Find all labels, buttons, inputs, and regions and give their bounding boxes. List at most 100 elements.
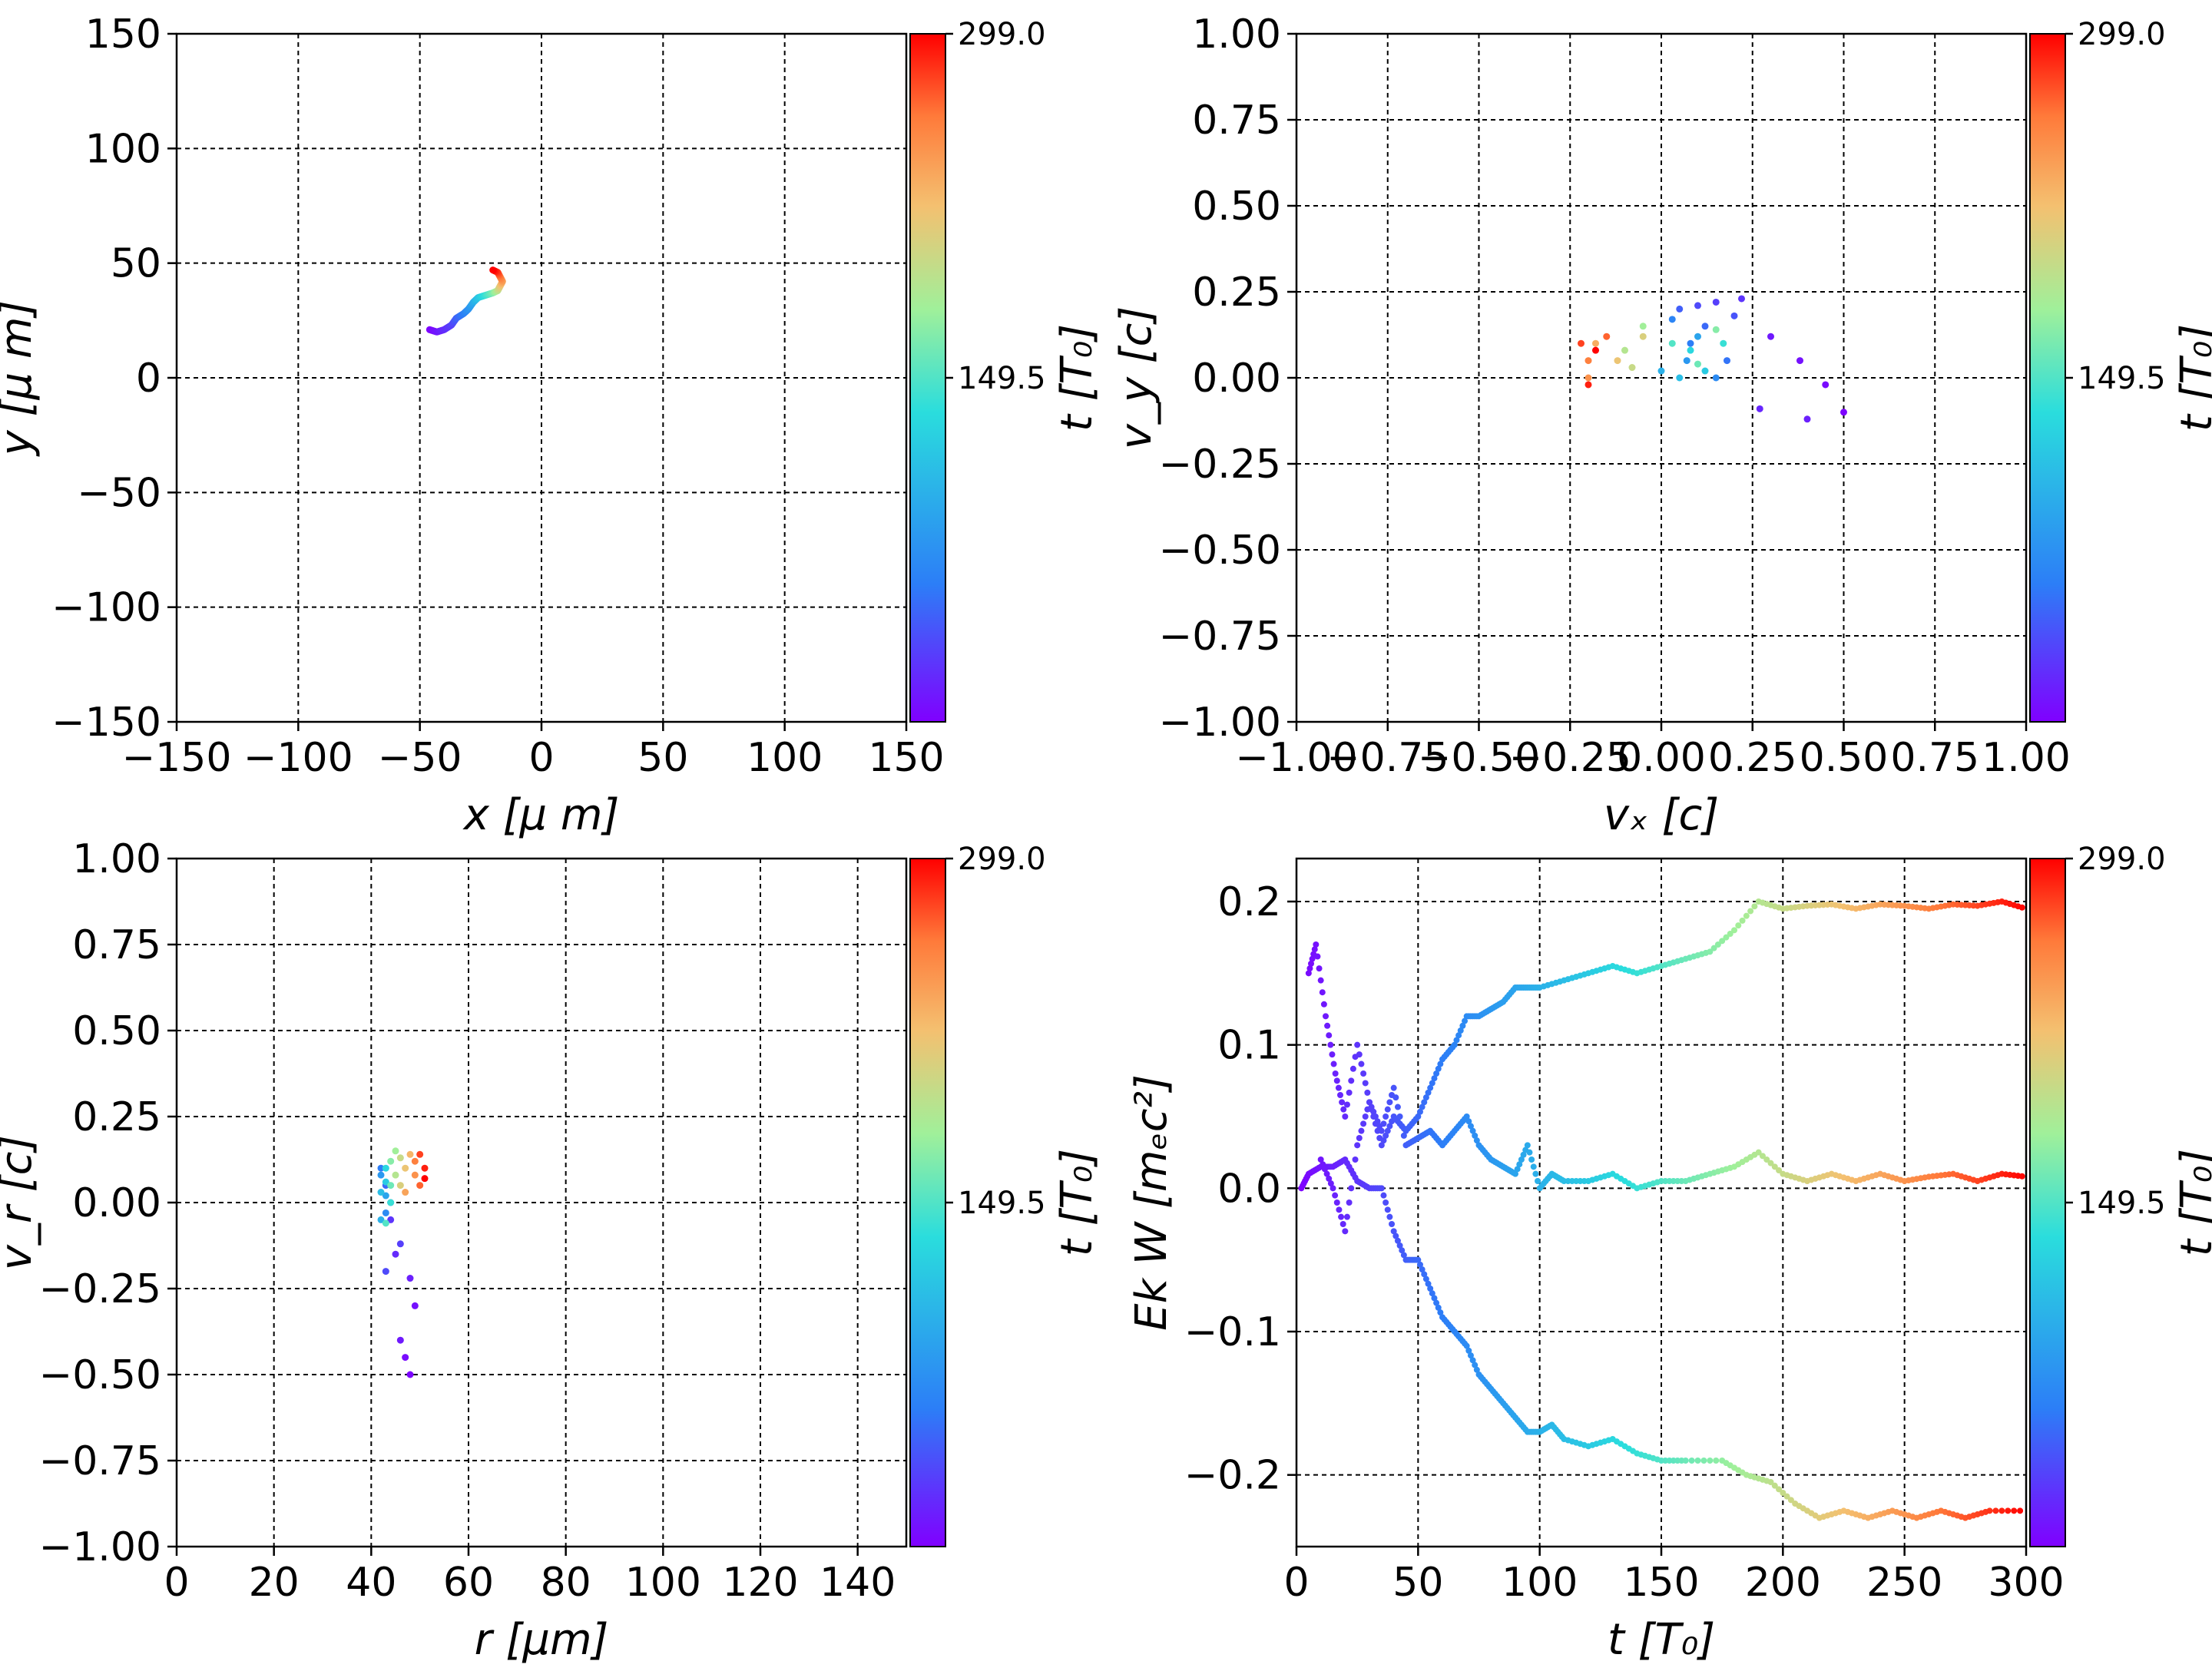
data-point — [1390, 1084, 1397, 1091]
data-point — [1372, 1113, 1379, 1120]
data-point — [1514, 1166, 1521, 1173]
data-point — [1354, 1041, 1361, 1048]
x-tick-label: 50 — [1392, 1560, 1443, 1606]
data-point — [396, 1154, 404, 1162]
data-point — [1756, 405, 1763, 412]
y-tick-label: −0.25 — [39, 1266, 161, 1312]
data-point — [1330, 1061, 1337, 1067]
data-point — [1384, 1206, 1391, 1213]
y-tick-label: −0.50 — [39, 1352, 161, 1398]
data-point — [1683, 357, 1690, 365]
data-point — [1358, 1127, 1365, 1134]
data-point — [1668, 316, 1676, 323]
data-point — [1526, 1149, 1533, 1156]
data-point — [1356, 1051, 1363, 1058]
y-tick-label: 0.75 — [72, 922, 161, 968]
panel-vxvy: −1.00−0.75−0.50−0.250.00 0.25 0.50 0.75 1.00… — [1111, 12, 2212, 840]
data-point — [396, 1182, 404, 1190]
y-axis-label: Ek W [mₑc²] — [1127, 1074, 1177, 1331]
data-point — [396, 1336, 404, 1344]
data-point — [1472, 1362, 1479, 1368]
data-point — [1316, 965, 1323, 972]
data-point — [1840, 409, 1847, 416]
data-point — [1349, 1170, 1356, 1177]
data-point — [382, 1268, 389, 1276]
data-point — [1592, 346, 1599, 354]
data-point — [1396, 1242, 1403, 1249]
data-point — [1399, 1247, 1406, 1254]
y-tick-label: 0 — [136, 356, 161, 402]
data-point — [377, 1171, 385, 1179]
data-point — [1415, 1113, 1422, 1120]
y-tick-label: 0.1 — [1217, 1023, 1281, 1069]
data-point — [1358, 1061, 1365, 1067]
data-point — [1463, 1113, 1470, 1120]
data-point — [1796, 357, 1803, 365]
data-point — [382, 1209, 389, 1216]
data-point — [1724, 357, 1730, 365]
colorbar-label: t [T₀] — [1052, 324, 1102, 432]
data-point — [1512, 1170, 1518, 1177]
data-point — [1400, 1132, 1407, 1139]
colorbar — [909, 33, 946, 723]
data-point — [392, 1250, 399, 1258]
data-point — [1743, 912, 1750, 919]
data-point — [1327, 1041, 1334, 1048]
data-point — [382, 1219, 389, 1227]
data-point — [1313, 941, 1320, 948]
colorbar-tick-label: 299.0 — [2078, 842, 2166, 877]
y-tick-label: −0.1 — [1184, 1309, 1281, 1355]
data-point — [1701, 367, 1709, 375]
data-point — [1535, 1178, 1541, 1184]
data-point — [1306, 965, 1313, 972]
colorbar-label: t [T₀] — [2172, 1149, 2212, 1256]
data-point — [1723, 934, 1730, 941]
y-tick-label: −1.00 — [1159, 700, 1281, 746]
data-point — [1386, 1099, 1393, 1106]
data-point — [382, 1192, 389, 1199]
data-point — [1776, 1167, 1783, 1173]
y-tick-label: −50 — [77, 470, 161, 516]
data-point — [1427, 1084, 1434, 1091]
colorbar-tick-label: 299.0 — [958, 17, 1046, 52]
data-point — [2017, 1507, 2024, 1514]
data-point — [1731, 927, 1737, 934]
data-point — [1378, 1185, 1385, 1192]
data-point — [1343, 1213, 1350, 1220]
data-point — [1342, 1228, 1349, 1235]
data-point — [392, 1147, 399, 1155]
y-tick-label: 1.00 — [1192, 12, 1281, 58]
data-point — [1378, 1127, 1385, 1134]
data-point — [382, 1164, 389, 1172]
colorbar-tick-label: 299.0 — [2078, 17, 2166, 52]
y-tick-label: 0.25 — [1192, 270, 1281, 316]
data-point — [1759, 1153, 1766, 1160]
data-point — [1419, 1266, 1426, 1273]
data-point — [1639, 323, 1647, 330]
y-tick-label: 50 — [111, 241, 161, 287]
x-tick-label: 40 — [346, 1560, 396, 1606]
y-tick-label: 0.00 — [1192, 356, 1281, 402]
colorbar-tick-label: 149.5 — [2078, 1186, 2166, 1221]
x-tick-label: −0.25 — [1509, 735, 1631, 781]
data-point — [1370, 1108, 1377, 1115]
data-point — [1751, 903, 1758, 910]
data-point — [1712, 298, 1720, 306]
data-point — [1356, 1135, 1363, 1141]
data-point — [2018, 904, 2025, 911]
data-point — [402, 1189, 409, 1196]
data-point — [1516, 1161, 1523, 1168]
y-tick-label: −0.75 — [1159, 614, 1281, 660]
data-point — [1308, 960, 1314, 967]
data-point — [1329, 1051, 1336, 1058]
data-point — [1803, 415, 1811, 423]
data-point — [1755, 1149, 1762, 1156]
data-point — [387, 1216, 395, 1223]
data-point — [1425, 1089, 1432, 1096]
data-point — [1422, 1276, 1429, 1282]
panel-rvr: 0 20 40 60 80 100 120 140 −1.00 −0.75 −0.50 −0.25 0.… — [0, 836, 1102, 1665]
data-point — [1657, 367, 1665, 375]
data-point — [406, 1371, 414, 1378]
data-point — [1992, 1507, 1999, 1514]
colorbar — [2029, 33, 2066, 723]
